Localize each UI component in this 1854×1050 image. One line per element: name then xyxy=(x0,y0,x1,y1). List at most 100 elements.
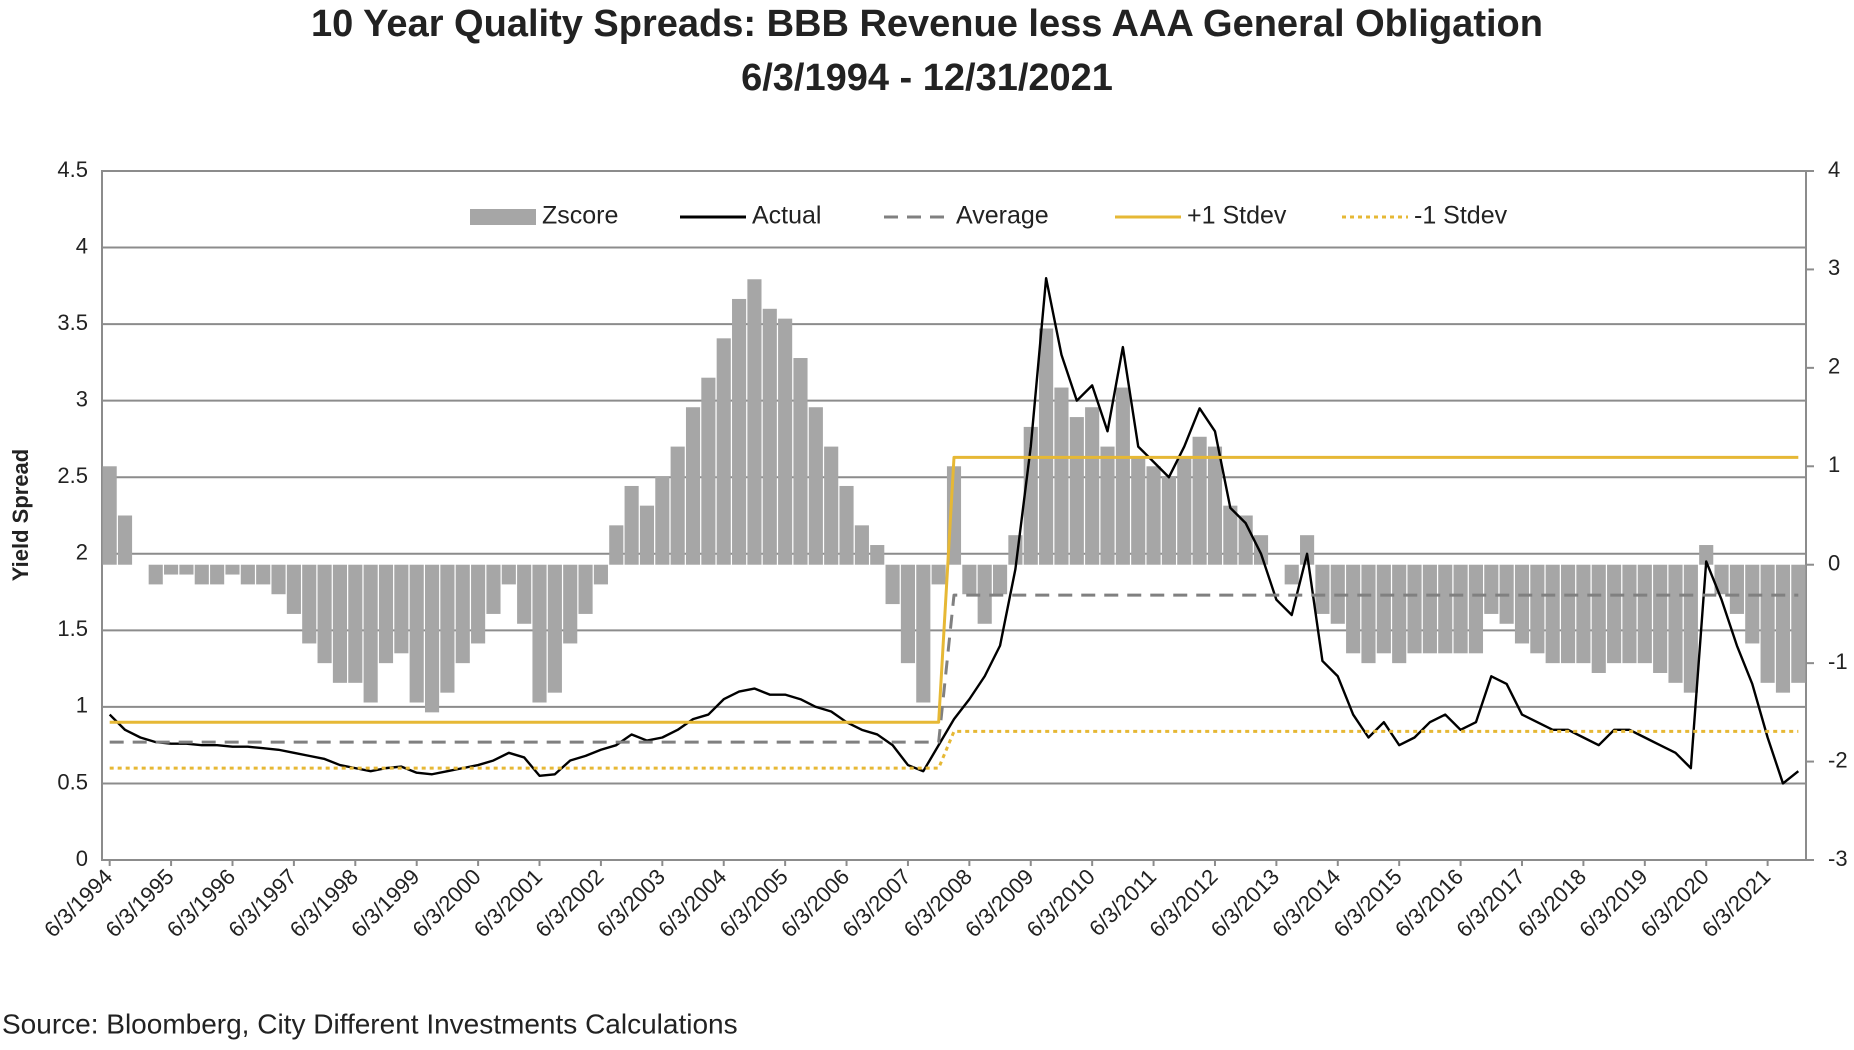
x-tick-label: 6/3/2021 xyxy=(1697,864,1775,942)
zscore-bar xyxy=(1023,426,1038,565)
zscore-bar xyxy=(547,564,562,693)
zscore-bar xyxy=(302,564,317,644)
y-tick-label: 4.5 xyxy=(57,157,88,182)
x-tick-label: 6/3/2010 xyxy=(1022,864,1100,942)
legend-label: -1 Stdev xyxy=(1414,202,1508,230)
zscore-bar xyxy=(808,407,823,565)
zscore-bar xyxy=(1039,328,1054,565)
zscore-bar xyxy=(332,564,348,683)
zscore-bar xyxy=(1146,466,1161,565)
chart-subtitle: 6/3/1994 - 12/31/2021 xyxy=(741,57,1113,99)
zscore-bar xyxy=(1530,564,1545,654)
legend-label: Average xyxy=(956,202,1049,230)
zscore-bar xyxy=(824,446,839,565)
series-line xyxy=(109,593,1799,744)
zscore-bar xyxy=(1745,564,1760,644)
zscore-bar xyxy=(517,564,532,624)
y-tick-label: 3.5 xyxy=(57,310,88,335)
zscore-bar xyxy=(854,525,869,565)
zscore-bar xyxy=(194,564,209,585)
zscore-bar xyxy=(1760,564,1775,683)
legend-label: Actual xyxy=(752,202,821,230)
zscore-bar xyxy=(870,545,885,565)
zscore-bar xyxy=(348,564,363,683)
zscore-bar xyxy=(609,525,624,565)
y2-tick-label: 1 xyxy=(1828,452,1840,477)
zscore-bar xyxy=(286,564,301,614)
legend-label: Zscore xyxy=(542,202,618,230)
zscore-bar xyxy=(455,564,470,664)
zscore-bar xyxy=(916,564,931,703)
zscore-bar xyxy=(1576,564,1591,664)
zscore-bar xyxy=(762,308,777,565)
y-tick-label: 2 xyxy=(76,540,88,565)
zscore-bar xyxy=(655,476,670,565)
zscore-bar xyxy=(1560,564,1576,664)
plot-border xyxy=(101,170,1807,861)
y-tick-label: 0.5 xyxy=(57,769,88,794)
zscore-bar xyxy=(639,505,655,565)
y2-tick-label: -3 xyxy=(1828,846,1848,871)
series-line xyxy=(109,729,1799,770)
zscore-bar xyxy=(931,564,946,585)
zscore-bar xyxy=(210,564,225,585)
zscore-bar xyxy=(164,564,179,575)
zscore-bar xyxy=(424,564,440,713)
zscore-bar xyxy=(1407,564,1422,654)
zscore-bar xyxy=(593,564,608,585)
zscore-bar xyxy=(1653,564,1668,673)
zscore-bar xyxy=(1468,564,1484,654)
legend-swatch xyxy=(470,209,536,225)
zscore-bar xyxy=(1161,476,1176,565)
zscore-bar xyxy=(1392,564,1407,664)
zscore-bar xyxy=(1054,387,1069,565)
series-line xyxy=(109,455,1799,724)
zscore-bar xyxy=(471,564,486,644)
zscore-bar xyxy=(1484,564,1499,614)
zscore-bar xyxy=(440,564,455,693)
zscore-bar xyxy=(624,485,639,565)
zscore-bar xyxy=(1668,564,1683,683)
zscore-bar xyxy=(1422,564,1437,654)
zscore-bar xyxy=(394,564,409,654)
zscore-bar xyxy=(900,564,916,664)
zscore-bar xyxy=(1223,505,1238,565)
zscore-bar xyxy=(1253,535,1269,565)
zscore-bar xyxy=(1591,564,1606,673)
y-tick-label: 3 xyxy=(76,386,88,411)
zscore-bar xyxy=(317,564,332,664)
y2-tick-label: 3 xyxy=(1828,255,1840,280)
y-tick-label: 2.5 xyxy=(57,463,88,488)
y-tick-label: 4 xyxy=(76,233,88,258)
zscore-bar xyxy=(685,407,701,565)
zscore-bar xyxy=(992,564,1008,595)
zscore-bar xyxy=(1438,564,1453,654)
zscore-bar xyxy=(486,564,501,614)
zscore-bar xyxy=(1453,564,1468,654)
zscore-bar xyxy=(1085,407,1100,565)
zscore-bar xyxy=(1069,417,1084,565)
source-note: Source: Bloomberg, City Different Invest… xyxy=(2,1008,738,1039)
zscore-bar xyxy=(179,564,194,575)
zscore-bar xyxy=(1714,564,1729,595)
zscore-bar xyxy=(778,318,793,565)
chart-title: 10 Year Quality Spreads: BBB Revenue les… xyxy=(311,3,1543,45)
zscore-bar xyxy=(532,564,547,703)
zscore-bar xyxy=(1361,564,1376,664)
zscore-bar xyxy=(378,564,394,664)
zscore-bar xyxy=(793,358,808,565)
zscore-bar xyxy=(363,564,378,703)
zscore-bar xyxy=(1192,436,1207,565)
zscore-bar xyxy=(563,564,578,644)
zscore-bar xyxy=(501,564,516,585)
zscore-bar xyxy=(1300,535,1315,565)
zscore-bar xyxy=(102,466,117,565)
zscore-bar xyxy=(1376,564,1391,654)
zscore-bar xyxy=(962,564,977,595)
zscore-bar xyxy=(1100,446,1115,565)
zscore-bar xyxy=(240,564,255,585)
zscore-bar xyxy=(1315,564,1330,614)
zscore-bar xyxy=(839,485,854,565)
y2-tick-label: 0 xyxy=(1828,551,1840,576)
